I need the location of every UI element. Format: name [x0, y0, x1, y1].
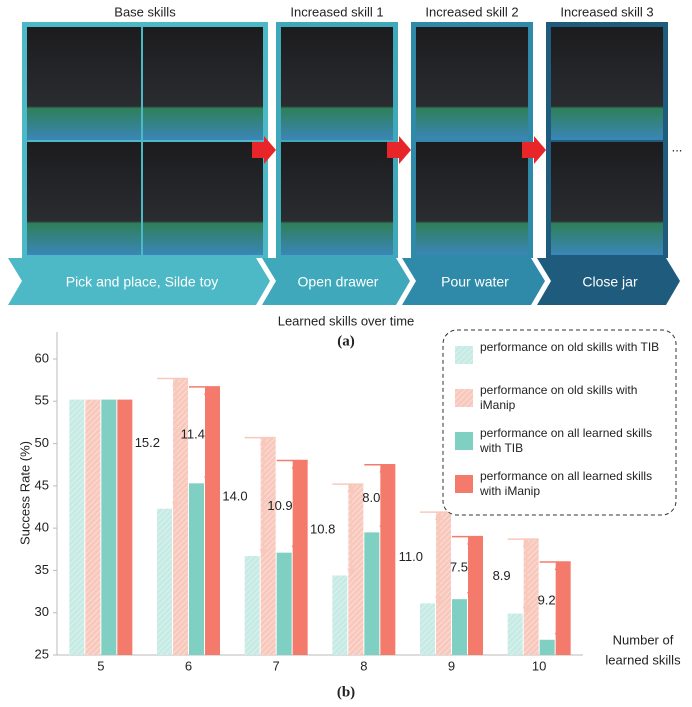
bar — [539, 639, 555, 655]
ellipsis: ... — [672, 139, 683, 154]
gap-label: 8.9 — [493, 568, 511, 583]
bar — [436, 512, 451, 655]
bar — [507, 613, 523, 655]
legend-entry: performance on all learned skills with i… — [480, 469, 653, 498]
bar — [205, 386, 220, 655]
x-tick-label: 5 — [97, 658, 104, 673]
bar — [101, 399, 117, 655]
photo — [416, 27, 528, 140]
legend-entry: performance on old skills with TIB — [480, 340, 660, 354]
gap-label: 8.0 — [362, 490, 380, 505]
photo — [27, 142, 141, 255]
bar — [332, 575, 348, 655]
banner-label: Close jar — [582, 274, 638, 290]
photo — [143, 142, 263, 255]
banner-label: Pour water — [441, 274, 509, 290]
banner — [537, 258, 680, 305]
x-tick-label: 7 — [273, 658, 280, 673]
panel-title: Increased skill 3 — [560, 4, 653, 19]
arrow — [522, 136, 546, 164]
bar — [555, 561, 571, 655]
legend-swatch — [455, 389, 473, 407]
y-tick-label: 35 — [35, 562, 49, 577]
bar — [85, 399, 101, 655]
panel-title: Base skills — [114, 4, 176, 19]
y-tick-label: 55 — [35, 393, 49, 408]
x-tick-label: 6 — [185, 658, 192, 673]
arrow — [387, 136, 411, 164]
gap-label: 7.5 — [450, 559, 468, 574]
subfigure-label: (a) — [337, 333, 355, 349]
legend-box — [442, 329, 677, 516]
legend-swatch — [455, 432, 473, 450]
panel-title: Increased skill 1 — [290, 4, 383, 19]
bar — [69, 399, 85, 655]
legend-label: performance on all learned skills with T… — [480, 426, 653, 455]
photo — [143, 27, 263, 140]
arrow — [252, 136, 276, 164]
gap-label: 11.4 — [181, 427, 205, 442]
bar — [276, 552, 292, 655]
legend-label: performance on all learned skills with i… — [480, 469, 653, 498]
legend-label: performance on old skills with iManip — [480, 383, 638, 412]
bar — [173, 378, 188, 655]
banner — [8, 258, 270, 305]
photo — [281, 27, 393, 140]
panel-title: Increased skill 2 — [425, 4, 518, 19]
photo — [281, 142, 393, 255]
bar — [523, 539, 539, 655]
legend-entry: performance on old skills with iManip — [480, 383, 638, 412]
panels — [8, 22, 680, 305]
gap-label: 10.8 — [310, 521, 335, 536]
bar — [420, 603, 435, 655]
bar — [260, 437, 276, 655]
legend-label: performance on old skills with TIB — [480, 340, 660, 354]
x-tick-label: 8 — [360, 658, 367, 673]
plot: 25 30 35 40 45 50 55 60 5 6 7 8 9 10 15.2 14.0 10.8 11.0 8… — [35, 329, 677, 673]
banner-label: Pick and place, Silde toy — [66, 274, 219, 290]
gap-label: 15.2 — [135, 435, 160, 450]
bar — [468, 536, 483, 655]
bar — [157, 508, 172, 655]
legend-entry: performance on all learned skills with T… — [480, 426, 653, 455]
bar — [292, 460, 308, 655]
photo — [551, 142, 663, 255]
photo — [27, 27, 141, 140]
y-tick-label: 25 — [35, 646, 49, 661]
bar — [348, 484, 364, 655]
y-tick-label: 45 — [35, 477, 49, 492]
y-tick-label: 40 — [35, 520, 49, 535]
bar — [189, 483, 204, 655]
x-axis-label: learned skills — [605, 652, 681, 667]
banner — [262, 258, 410, 305]
bar — [380, 464, 396, 655]
legend-swatch — [455, 346, 473, 364]
gap-label: 10.9 — [267, 498, 292, 513]
legend-swatch — [455, 475, 473, 493]
y-axis-label: Success Rate (%) — [17, 441, 32, 545]
gap-label: 14.0 — [222, 488, 247, 503]
y-tick-label: 30 — [35, 604, 49, 619]
banner — [402, 258, 545, 305]
axis-caption: Learned skills over time — [278, 313, 415, 328]
x-tick-label: 9 — [448, 658, 455, 673]
gap-label: 9.2 — [538, 592, 556, 607]
bar — [117, 399, 133, 655]
bar — [364, 532, 380, 655]
bar — [452, 599, 467, 655]
bar — [244, 556, 260, 655]
subfigure-label: (b) — [337, 684, 355, 700]
x-tick-label: 10 — [532, 658, 546, 673]
photo — [551, 27, 663, 140]
y-tick-label: 60 — [35, 350, 49, 365]
banner-label: Open drawer — [298, 274, 379, 290]
gap-label: 11.0 — [399, 549, 423, 564]
x-axis-label: Number of — [613, 632, 674, 647]
y-tick-label: 50 — [35, 435, 49, 450]
photo — [416, 142, 528, 255]
